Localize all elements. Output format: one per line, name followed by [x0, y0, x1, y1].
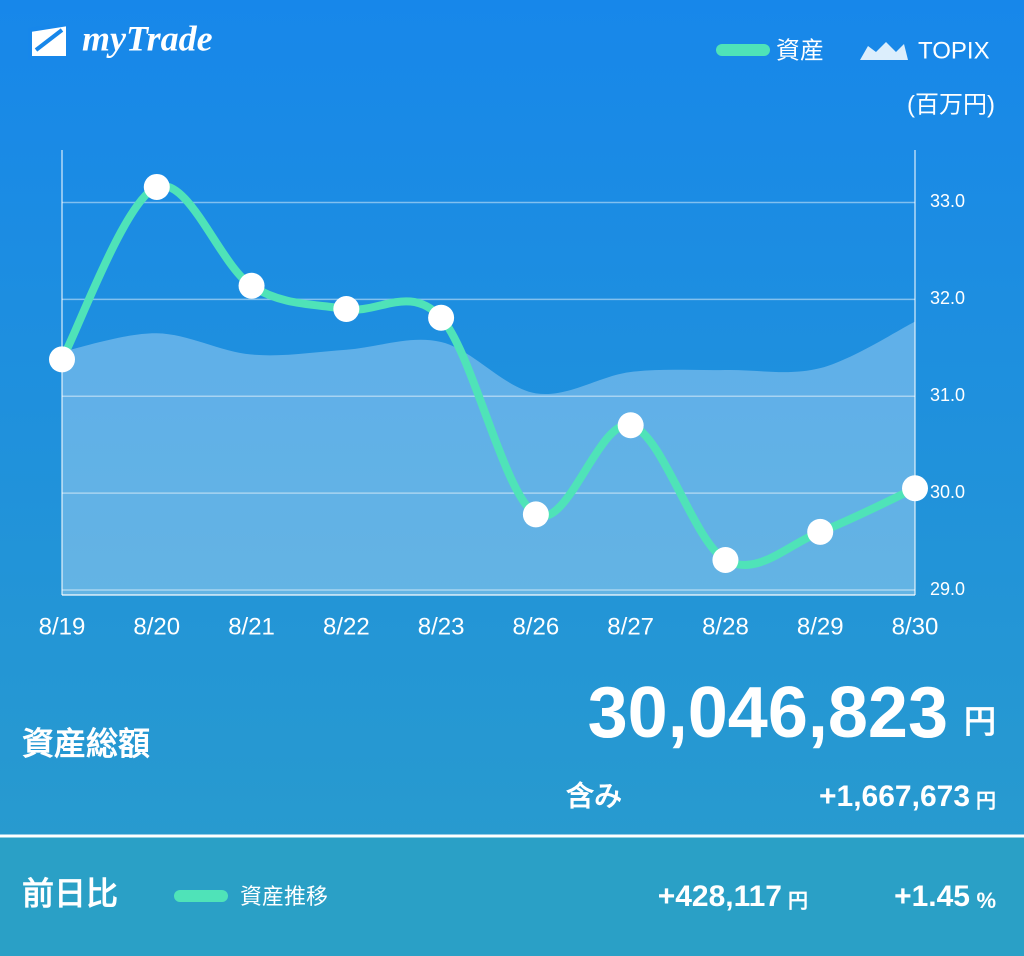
footer-label: 前日比 [22, 875, 118, 911]
point [238, 272, 265, 299]
x-tick-label: 8/19 [39, 613, 86, 640]
x-tick-label: 8/26 [513, 613, 560, 640]
pct-unit: % [976, 888, 996, 913]
y-tick-label: 30.0 [930, 482, 965, 502]
point [807, 518, 834, 545]
y-tick-label: 32.0 [930, 288, 965, 308]
x-tick-label: 8/29 [797, 613, 844, 640]
point [333, 296, 360, 323]
change: +428,117 [658, 880, 782, 913]
point [902, 475, 928, 502]
point [712, 546, 739, 573]
y-tick-label: 33.0 [930, 191, 965, 211]
chart: 29.0 30.0 31.0 32.0 33.0 8/19 8/20 8/21 8/22 8/23… [39, 150, 965, 640]
x-tick-label: 8/22 [323, 613, 370, 640]
line [58, 181, 919, 569]
point [49, 346, 75, 373]
total: 30,046,823 [588, 673, 948, 753]
footer-band [0, 836, 1024, 956]
unrealized-unit: 円 [976, 790, 996, 812]
x-tick-label: 8/21 [228, 613, 275, 640]
point [617, 412, 644, 439]
summary-label: 資産総額 [22, 725, 150, 761]
x-tick-label: 8/28 [702, 613, 749, 640]
change-unit: 円 [788, 890, 808, 912]
change-pct: +1.45 [894, 880, 970, 913]
x-tick-label: 8/23 [418, 613, 465, 640]
point [143, 173, 170, 200]
unrealized: +1,667,673 [819, 780, 970, 813]
x-tick-label: 8/27 [607, 613, 654, 640]
point [522, 501, 549, 528]
legend-label: 資産 [776, 37, 824, 64]
y-tick-label: 29.0 [930, 579, 965, 599]
unit-label: (百万円) [907, 91, 995, 118]
footer-legend: 資産推移 [240, 884, 328, 909]
x-tick-label: 8/30 [892, 613, 939, 640]
logo-icon [28, 21, 70, 60]
unrealized-label: 含み [566, 779, 622, 811]
y-tick-label: 31.0 [930, 385, 965, 405]
total-unit: 円 [964, 703, 996, 739]
logo: myTrade [82, 18, 213, 58]
legend-swatch [860, 42, 908, 60]
legend-label: TOPIX [918, 37, 990, 64]
point [428, 304, 455, 331]
x-tick-label: 8/20 [133, 613, 180, 640]
